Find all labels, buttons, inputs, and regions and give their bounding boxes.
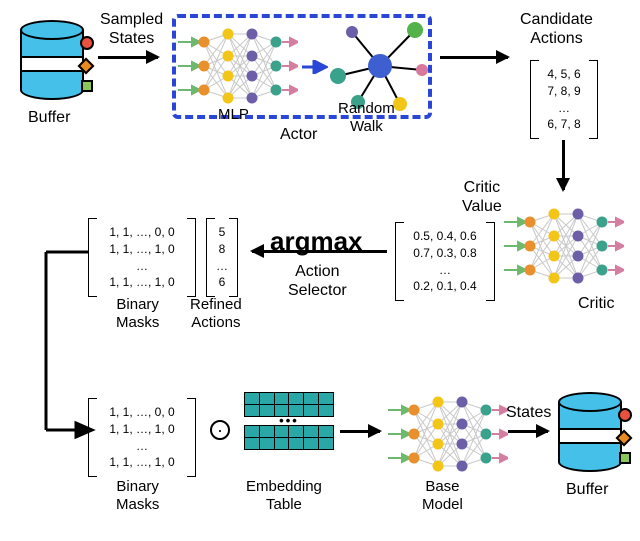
matrix-row: 0.5, 0.4, 0.6 <box>399 228 491 245</box>
matrix-row: 5 <box>210 224 234 241</box>
binary-masks-top-label: Binary Masks <box>116 296 159 332</box>
binary-masks-top: 1, 1, …, 0, 0 1, 1, …, 1, 0 … 1, 1, …, 1… <box>88 218 196 297</box>
arrow-embed-to-base <box>340 430 380 433</box>
mlp-label: MLP <box>218 106 249 124</box>
actor-label: Actor <box>280 125 317 144</box>
mlp-network <box>178 22 298 110</box>
connector-left <box>36 250 96 455</box>
matrix-row: 7, 8, 9 <box>534 83 594 100</box>
buffer-right <box>558 392 622 472</box>
matrix-row: 1, 1, …, 0, 0 <box>92 224 192 241</box>
buffer-left-label: Buffer <box>28 108 70 127</box>
matrix-row: 1, 1, …, 0, 0 <box>92 404 192 421</box>
action-selector-label: Action Selector <box>288 262 347 300</box>
matrix-row: 1, 1, …, 1, 0 <box>92 274 192 291</box>
arrow-candidate-to-critic <box>562 140 565 190</box>
matrix-row: … <box>534 100 594 117</box>
matrix-row: … <box>210 258 234 275</box>
base-model-network <box>388 390 508 478</box>
matrix-row: 0.7, 0.3, 0.8 <box>399 245 491 262</box>
matrix-row: 0.2, 0.1, 0.4 <box>399 278 491 295</box>
buffer-right-label: Buffer <box>566 480 608 499</box>
matrix-row: 6 <box>210 274 234 291</box>
matrix-row: 6, 7, 8 <box>534 116 594 133</box>
base-model-label: Base Model <box>422 478 463 514</box>
critic-label: Critic <box>578 294 614 313</box>
matrix-row: … <box>92 438 192 455</box>
arrow-actor-to-candidate <box>440 56 508 59</box>
states-label: States <box>506 403 551 422</box>
embedding-table: ••• <box>244 392 334 450</box>
binary-masks-bottom-label: Binary Masks <box>116 478 159 514</box>
critic-value-label: Critic Value <box>462 178 502 216</box>
arrow-mlp-to-rw <box>302 60 328 79</box>
matrix-row: 1, 1, …, 1, 0 <box>92 454 192 471</box>
candidate-actions-label: Candidate Actions <box>520 10 593 48</box>
arrow-buffer-to-actor <box>98 56 158 59</box>
critic-values-matrix: 0.5, 0.4, 0.6 0.7, 0.3, 0.8 … 0.2, 0.1, … <box>395 222 495 301</box>
matrix-row: 1, 1, …, 1, 0 <box>92 241 192 258</box>
random-walk-label: Random Walk <box>338 100 395 136</box>
hadamard-product-icon: · <box>210 420 230 440</box>
arrow-base-to-buffer <box>508 430 548 433</box>
matrix-row: 1, 1, …, 1, 0 <box>92 421 192 438</box>
matrix-row: 8 <box>210 241 234 258</box>
binary-masks-bottom: 1, 1, …, 0, 0 1, 1, …, 1, 0 … 1, 1, …, 1… <box>88 398 196 477</box>
argmax: argmax <box>270 226 363 257</box>
sampled-states-label: Sampled States <box>100 10 163 48</box>
buffer-left <box>20 20 84 100</box>
refined-actions-label: Refined Actions <box>190 296 242 332</box>
refined-actions-matrix: 5 8 … 6 <box>206 218 238 297</box>
critic-network <box>504 202 624 290</box>
matrix-row: … <box>92 258 192 275</box>
candidate-actions-matrix: 4, 5, 6 7, 8, 9 … 6, 7, 8 <box>530 60 598 139</box>
matrix-row: … <box>399 262 491 279</box>
embedding-table-label: Embedding Table <box>246 478 322 514</box>
matrix-row: 4, 5, 6 <box>534 66 594 83</box>
